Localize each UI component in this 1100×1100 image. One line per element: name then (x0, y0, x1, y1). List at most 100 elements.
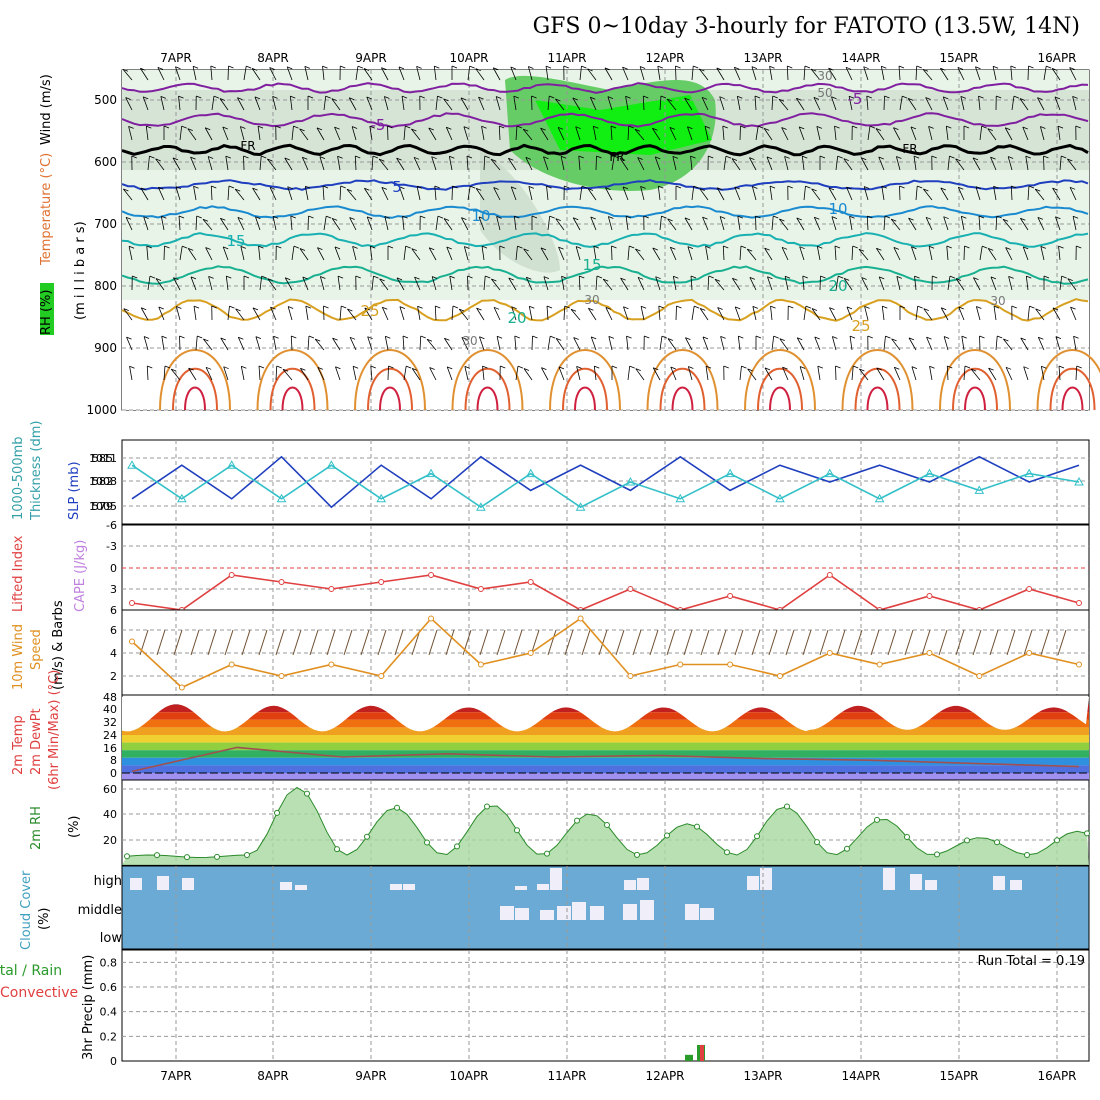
temperature-band (122, 743, 1089, 751)
wind-speed-point (927, 651, 932, 656)
wind-barb-flag (452, 66, 457, 68)
wind-barb-flag (1046, 66, 1051, 68)
lifted-index-point (1077, 601, 1082, 606)
high-cloud-bar (883, 868, 895, 890)
slp-tick: 1011 (89, 452, 117, 465)
middle-cloud-bar (590, 906, 604, 920)
rh2m-label-b: (%) (67, 816, 82, 839)
wind-speed-point (229, 662, 234, 667)
bottom-date-label: 10APR (449, 1069, 488, 1083)
wind-speed-point (528, 651, 533, 656)
lifted-ticks: -6-3036 (106, 519, 117, 617)
wind-barb-flag (358, 66, 363, 68)
slp-tick: 1008 (89, 475, 117, 488)
bottom-date-label: 15APR (939, 1069, 978, 1083)
lifted-index-point (728, 594, 733, 599)
wind-ticks: 642 (110, 624, 117, 683)
wind-speed-point (179, 685, 184, 690)
temperature-bands (122, 697, 1089, 781)
bottom-date-label: 7APR (160, 1069, 191, 1083)
wind10-panel: 642 10m Wind Speed (m/s) & Barbs (11, 600, 1089, 695)
wind-barb-flag (323, 66, 328, 68)
lifted-index-point (329, 587, 334, 592)
temperature-band (122, 773, 1089, 781)
cloud-label-a: Cloud Cover (19, 870, 34, 950)
wind10-label-b: Speed (29, 629, 44, 670)
cape-label: CAPE (J/kg) (73, 540, 88, 612)
cloud-level-label: low (100, 931, 123, 946)
lifted-index-point (229, 573, 234, 578)
temp-tick: 24 (103, 729, 117, 742)
wind-barb-flag (676, 66, 681, 68)
temperature-band (122, 735, 1089, 743)
pressure-axis-label: (m i l l i b a r s) (73, 221, 88, 320)
wind-barb-flag (246, 66, 251, 68)
bottom-date-label: 14APR (841, 1069, 880, 1083)
run-total: Run Total = 0.19 (977, 954, 1085, 969)
wind-barb-flag (564, 66, 569, 68)
rh-legend-label: RH (%) (39, 290, 54, 335)
precip-convective-bar (700, 1045, 704, 1061)
rh-point (485, 804, 490, 809)
rh-point (185, 855, 190, 860)
rh-point (875, 817, 880, 822)
wind-barb-flag (470, 66, 475, 68)
top-date-label: 8APR (257, 51, 288, 65)
thickness-slp-panel: 585582579101110081005 1000-500mb Thickne… (11, 421, 1089, 524)
high-cloud-bar (550, 868, 562, 890)
wind-barb-flag (1011, 66, 1016, 68)
contour-label: 30 (462, 334, 477, 348)
contour-label: 30 (817, 69, 832, 83)
rh-point (1055, 838, 1060, 843)
wind-tick: 2 (110, 670, 117, 683)
rh-point (785, 804, 790, 809)
wind-barb-flag (787, 66, 792, 68)
wind-barb-flag (211, 66, 216, 68)
rh-point (335, 847, 340, 852)
high-cloud-bar (760, 868, 772, 890)
wind-speed-point (678, 662, 683, 667)
wind-speed-point (827, 651, 832, 656)
lifted-index-point (628, 587, 633, 592)
rh-point (755, 834, 760, 839)
thickness-label-a: 1000-500mb (11, 436, 26, 520)
precip-label-b: Convective (0, 985, 78, 1001)
bottom-date-axis: 7APR 8APR 9APR 10APR 11APR 12APR 13APR 14APR 15A… (160, 1069, 1076, 1083)
middle-cloud-bar (540, 910, 554, 920)
bottom-date-label: 8APR (257, 1069, 288, 1083)
middle-cloud-bar (557, 906, 571, 920)
temperature-ticks: 484032241680 (103, 691, 117, 780)
temperature-legend-label: Temperature (°C) (39, 153, 54, 266)
top-date-label: 9APR (355, 51, 386, 65)
cloud-level-labels: highmiddlelow (78, 874, 123, 946)
top-date-label: 13APR (743, 51, 782, 65)
high-cloud-bar (515, 886, 527, 890)
rh-point (515, 828, 520, 833)
middle-cloud-bar (700, 908, 714, 920)
middle-cloud-bar (500, 906, 514, 920)
wind-barb-flag (546, 66, 551, 68)
wind-barb-flag (770, 66, 775, 68)
wind-barb-flag (881, 66, 886, 68)
rh-point (305, 791, 310, 796)
precip-tick: 0 (110, 1055, 117, 1068)
wind-speed-point (329, 662, 334, 667)
wind-speed-point (478, 662, 483, 667)
top-date-label: 14APR (841, 51, 880, 65)
lifted-index-point (130, 601, 135, 606)
lifted-tick: 0 (110, 562, 117, 575)
high-cloud-bar (403, 884, 415, 890)
rh-point (545, 851, 550, 856)
rh-point (635, 852, 640, 857)
rh-point (365, 834, 370, 839)
rh-tick: 40 (103, 808, 117, 821)
rh-point (845, 846, 850, 851)
top-date-label: 12APR (645, 51, 684, 65)
rh-point (125, 854, 130, 859)
lifted-index-point (827, 573, 832, 578)
contour-label: 15 (582, 256, 601, 274)
wind-speed-point (379, 674, 384, 679)
wind-speed-point (1077, 662, 1082, 667)
bottom-date-label: 13APR (743, 1069, 782, 1083)
